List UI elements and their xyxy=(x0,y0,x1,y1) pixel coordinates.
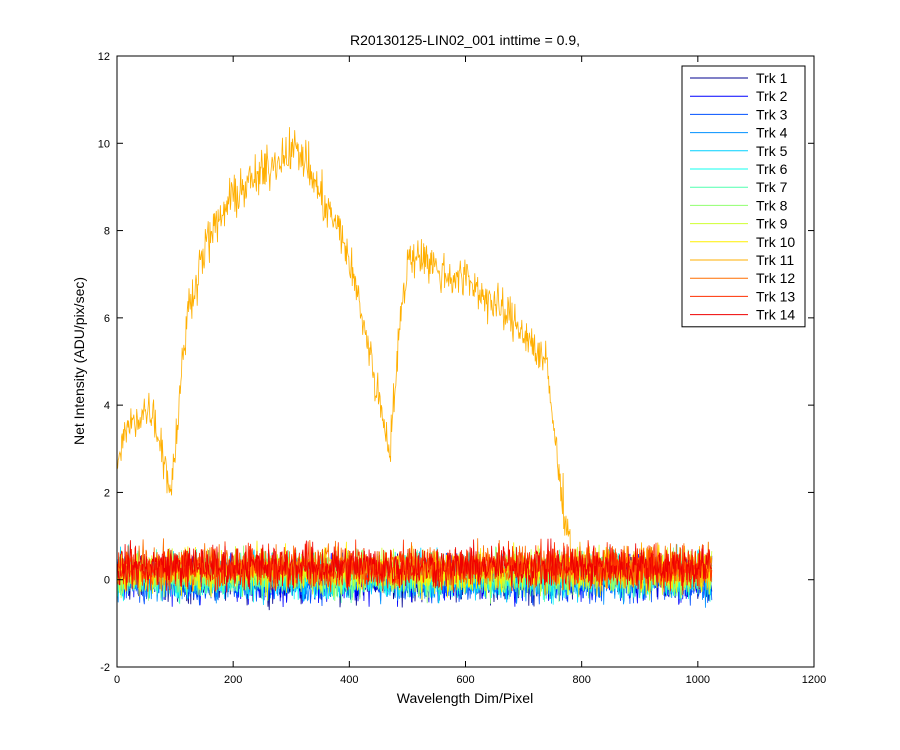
legend-label: Trk 7 xyxy=(756,179,788,195)
legend: Trk 1 Trk 2 Trk 3 Trk 4 Trk 5 Trk 6 Trk 7 Trk 8… xyxy=(681,65,806,328)
legend-label: Trk 11 xyxy=(756,252,794,268)
legend-label: Trk 1 xyxy=(756,70,788,86)
legend-label: Trk 10 xyxy=(756,234,795,250)
x-axis: 0 200 400 600 800 1000 1200 xyxy=(114,56,826,686)
legend-label: Trk 13 xyxy=(756,288,795,304)
legend-box xyxy=(681,65,806,328)
legend-label: Trk 3 xyxy=(756,106,788,122)
x-tick-label: 200 xyxy=(224,674,242,686)
y-tick-label: 0 xyxy=(104,575,110,587)
legend-label: Trk 12 xyxy=(756,270,795,286)
y-tick-label: 4 xyxy=(104,400,110,412)
legend-label: Trk 5 xyxy=(756,143,788,159)
series-layer xyxy=(117,127,713,611)
y-tick-label: 12 xyxy=(98,51,110,63)
legend-label: Trk 8 xyxy=(756,197,788,213)
legend-label: Trk 6 xyxy=(756,161,788,177)
y-tick-label: -2 xyxy=(100,662,110,674)
chart-title: R20130125-LIN02_001 inttime = 0.9, xyxy=(350,32,580,48)
x-tick-label: 600 xyxy=(456,674,474,686)
legend-label: Trk 9 xyxy=(756,216,788,232)
y-tick-label: 6 xyxy=(104,313,110,325)
x-tick-label: 800 xyxy=(572,674,590,686)
legend-label: Trk 4 xyxy=(756,125,788,141)
x-tick-label: 1000 xyxy=(686,674,710,686)
y-axis-label: Net Intensity (ADU/pix/sec) xyxy=(71,277,87,445)
x-tick-label: 1200 xyxy=(802,674,826,686)
legend-label: Trk 2 xyxy=(756,88,788,104)
y-tick-label: 8 xyxy=(104,226,110,238)
y-tick-label: 2 xyxy=(104,487,110,499)
legend-label: Trk 14 xyxy=(756,307,795,323)
x-tick-label: 400 xyxy=(340,674,358,686)
y-axis: -2 0 2 4 6 8 10 12 xyxy=(98,51,814,674)
series-line-14 xyxy=(117,538,713,593)
x-tick-label: 0 xyxy=(114,674,120,686)
x-axis-label: Wavelength Dim/Pixel xyxy=(397,690,533,706)
y-tick-label: 10 xyxy=(98,138,110,150)
